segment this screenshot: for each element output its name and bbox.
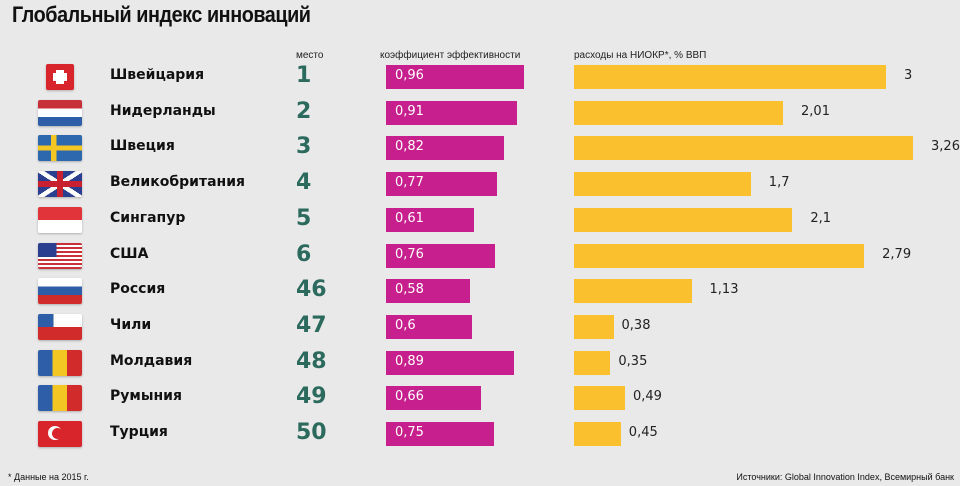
efficiency-value-label: 0,76 [395,246,424,262]
chart-title: Глобальный индекс инноваций [12,2,311,27]
efficiency-bar [386,136,505,161]
rnd-bar [574,207,793,232]
rank-label: 50 [296,420,327,445]
efficiency-bar [386,65,525,89]
efficiency-value-label: 0,77 [395,175,424,191]
rnd-value-label: 0,35 [618,353,648,369]
source-note: Источники: Global Innovation Index, Всем… [736,472,954,482]
country-label: Россия [110,281,166,298]
rank-label: 4 [296,170,312,196]
efficiency-value-label: 0,66 [395,389,424,405]
rnd-value-label: 0,38 [621,317,651,333]
efficiency-bar [386,100,518,125]
efficiency-value-label: 0,6 [395,317,416,333]
efficiency-bar [386,314,473,339]
country-label: Молдавия [110,352,193,369]
rank-label: 48 [296,348,327,374]
header-rnd: расходы на НИОКР*, % ВВП [574,50,707,61]
efficiency-value-label: 0,96 [395,68,424,83]
rank-label: 2 [296,98,312,124]
header-rank: место [296,50,324,61]
rnd-bar [574,100,784,125]
efficiency-bar [386,172,497,197]
rnd-bar [574,350,611,375]
efficiency-bar [386,422,494,446]
flag-moldova-icon [38,349,82,376]
flag-romania-icon [38,385,82,412]
country-label: Швеция [110,138,175,155]
flag-switzerland-icon [46,64,74,90]
rnd-bar [574,65,886,89]
flag-chile-icon [38,313,82,340]
efficiency-value-label: 0,58 [395,282,424,298]
rnd-bar [574,243,865,268]
rnd-value-label: 2,1 [810,210,832,226]
efficiency-value-label: 0,91 [395,103,424,119]
rnd-bar [574,279,692,304]
rnd-value-label: 2,01 [801,103,830,119]
rnd-value-label: 3,26 [931,139,960,155]
efficiency-value-label: 0,75 [395,425,424,440]
rnd-value-label: 1,7 [768,175,790,191]
country-label: Турция [110,424,168,440]
country-label: Сингапур [110,209,186,226]
rank-label: 49 [296,384,327,410]
rnd-bar [574,386,625,411]
flag-usa-icon [38,242,82,269]
efficiency-bar [386,279,470,304]
efficiency-bar [386,207,474,232]
efficiency-bar [386,243,496,268]
country-label: Румыния [110,388,182,405]
flag-uk-icon [38,171,82,198]
efficiency-value-label: 0,89 [395,353,424,369]
rank-label: 47 [296,312,327,338]
flag-sweden-icon [38,135,82,162]
rnd-value-label: 0,49 [632,389,662,405]
rnd-bar [574,172,751,197]
rank-label: 46 [296,277,327,303]
rank-label: 6 [296,241,312,267]
rnd-bar [574,136,914,161]
efficiency-value-label: 0,61 [395,210,424,226]
flag-netherlands-icon [38,99,82,126]
rnd-bar [574,422,621,446]
country-label: Нидерланды [110,102,216,119]
rnd-value-label: 0,45 [628,425,658,440]
efficiency-bar [386,386,482,411]
rnd-value-label: 1,13 [709,282,739,298]
rank-label: 1 [296,63,312,88]
flag-turkey-icon [38,421,82,447]
rnd-value-label: 3 [904,68,913,83]
efficiency-bar [386,350,515,375]
rnd-bar [574,314,614,339]
flag-russia-icon [38,278,82,305]
footnote: * Данные на 2015 г. [8,472,89,482]
rnd-value-label: 2,79 [882,246,912,262]
header-efficiency: коэффициент эффективности [380,50,521,61]
country-label: Швейцария [110,67,205,83]
rank-label: 5 [296,205,312,231]
country-label: Чили [110,316,152,333]
country-label: Великобритания [110,174,245,191]
rank-label: 3 [296,134,312,160]
efficiency-value-label: 0,82 [395,139,424,155]
flag-singapore-icon [38,206,82,233]
country-label: США [110,245,149,262]
